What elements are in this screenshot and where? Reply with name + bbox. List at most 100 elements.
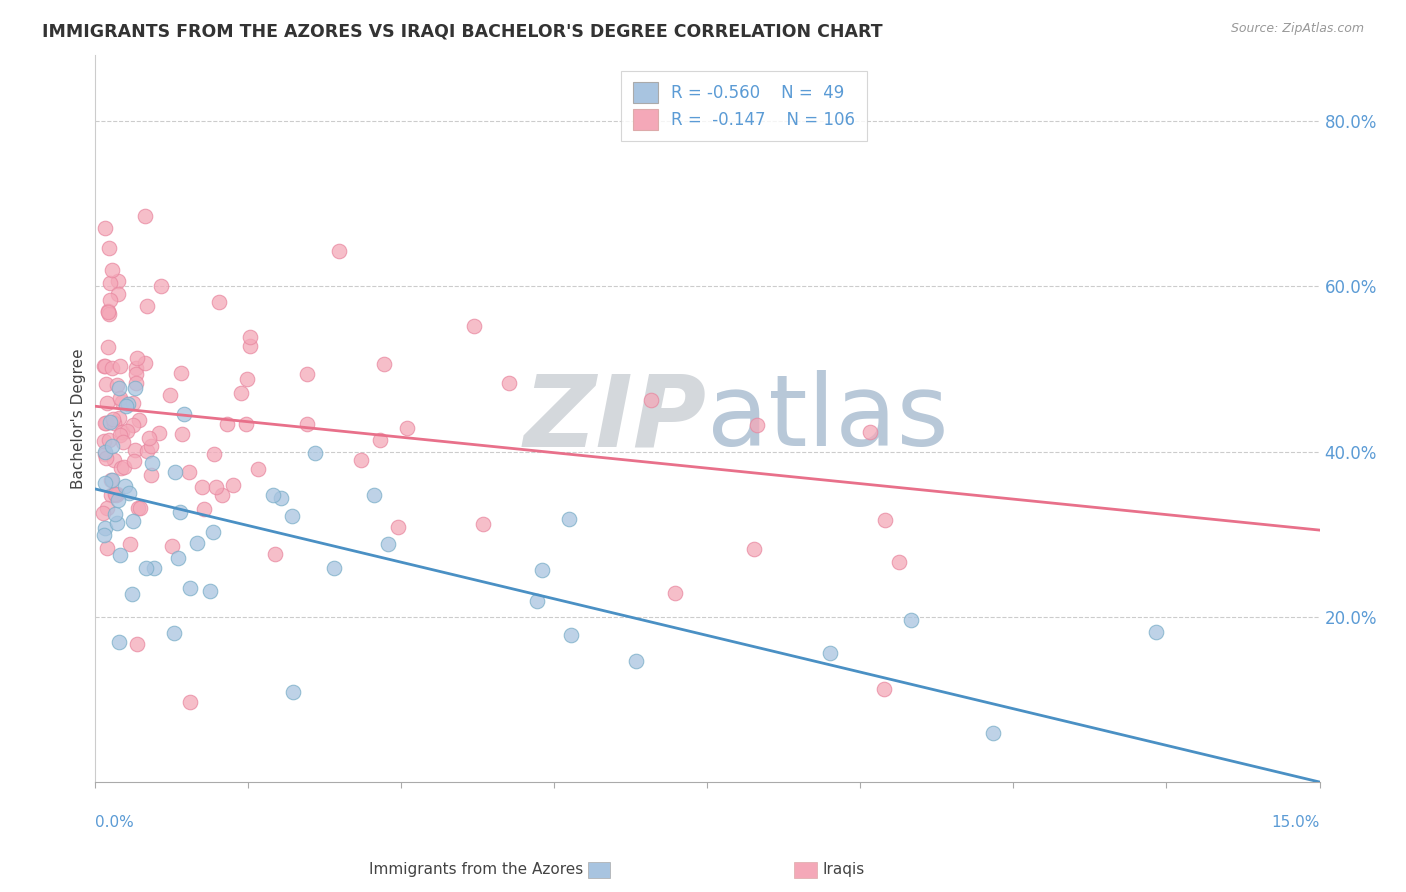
Point <box>179 695 201 709</box>
Point <box>162 539 184 553</box>
Point <box>107 274 129 288</box>
Point <box>377 537 399 551</box>
Point <box>198 584 221 599</box>
Point <box>94 359 117 374</box>
Point <box>262 488 284 502</box>
Text: ZIP: ZIP <box>524 370 707 467</box>
Point <box>108 427 131 442</box>
Point <box>859 425 882 439</box>
Point <box>108 410 131 425</box>
Point <box>229 386 252 401</box>
Point <box>624 654 647 668</box>
Point <box>115 399 138 413</box>
Point <box>281 685 304 699</box>
Text: 15.0%: 15.0% <box>1271 814 1320 830</box>
Point <box>328 244 350 259</box>
Point <box>179 581 201 595</box>
Point <box>395 421 418 435</box>
Text: Source: ZipAtlas.com: Source: ZipAtlas.com <box>1230 22 1364 36</box>
Point <box>100 474 122 488</box>
Point <box>125 360 148 375</box>
Point <box>373 357 395 371</box>
Point <box>98 293 121 308</box>
Point <box>981 726 1004 740</box>
Point <box>97 433 120 447</box>
Point <box>165 465 187 479</box>
Point <box>222 478 245 492</box>
Point <box>97 241 120 255</box>
Point <box>498 376 520 390</box>
Point <box>141 468 163 483</box>
Point <box>93 220 115 235</box>
Point <box>239 339 262 353</box>
Point <box>170 426 193 441</box>
Point <box>169 505 191 519</box>
Point <box>247 461 270 475</box>
Point <box>98 415 121 429</box>
Point <box>104 507 127 521</box>
Point <box>94 476 117 491</box>
Point <box>818 646 841 660</box>
Point <box>103 416 125 430</box>
Point <box>101 412 124 426</box>
Point <box>124 381 146 395</box>
Point <box>167 551 190 566</box>
Point <box>202 447 225 461</box>
Point <box>96 500 118 515</box>
Point <box>170 367 193 381</box>
Point <box>105 487 128 501</box>
Point <box>190 480 212 494</box>
Point <box>104 487 127 501</box>
Point <box>281 508 304 523</box>
Point <box>93 447 115 461</box>
Point <box>108 634 131 648</box>
Point <box>215 417 238 431</box>
Point <box>141 457 163 471</box>
Point <box>134 210 156 224</box>
Point <box>129 500 152 515</box>
Point <box>94 416 117 430</box>
Point <box>177 465 200 479</box>
Point <box>526 594 548 608</box>
Point <box>363 488 385 502</box>
Point <box>122 454 145 468</box>
Point <box>110 391 132 405</box>
Point <box>204 480 226 494</box>
Point <box>100 488 122 502</box>
Point <box>112 435 135 450</box>
Point <box>134 356 156 370</box>
Point <box>1144 625 1167 640</box>
Text: IMMIGRANTS FROM THE AZORES VS IRAQI BACHELOR'S DEGREE CORRELATION CHART: IMMIGRANTS FROM THE AZORES VS IRAQI BACH… <box>42 22 883 40</box>
Point <box>139 439 162 453</box>
Point <box>118 537 141 551</box>
Point <box>107 286 129 301</box>
Point <box>114 479 136 493</box>
Point <box>135 561 157 575</box>
Point <box>114 460 136 475</box>
Text: 0.0%: 0.0% <box>94 814 134 830</box>
Point <box>100 473 122 487</box>
Point <box>350 453 373 467</box>
Point <box>122 514 145 528</box>
Point <box>193 502 215 516</box>
Point <box>239 330 262 344</box>
Point <box>295 417 318 431</box>
Point <box>208 295 231 310</box>
Point <box>118 486 141 500</box>
Point <box>201 524 224 539</box>
Point <box>186 536 208 550</box>
Point <box>304 446 326 460</box>
Point <box>122 396 145 410</box>
Point <box>96 396 118 410</box>
Point <box>124 376 146 391</box>
Point <box>138 431 160 445</box>
Point <box>105 516 128 531</box>
Point <box>143 561 166 575</box>
Point <box>264 547 287 561</box>
Point <box>94 444 117 458</box>
Point <box>110 359 132 373</box>
Text: Iraqis: Iraqis <box>823 863 865 877</box>
Point <box>103 453 125 467</box>
Point <box>745 417 768 432</box>
Point <box>97 305 120 319</box>
